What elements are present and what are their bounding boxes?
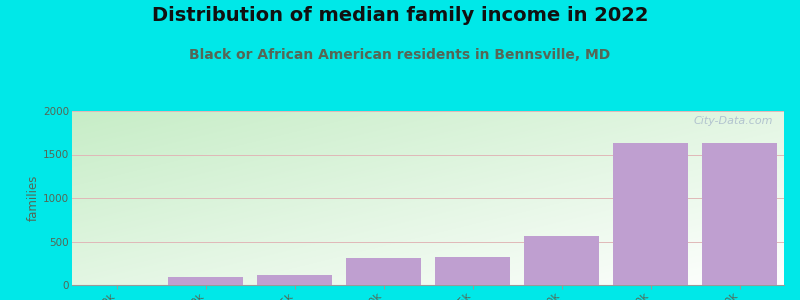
- Text: Distribution of median family income in 2022: Distribution of median family income in …: [152, 6, 648, 25]
- Bar: [346, 259, 422, 285]
- Bar: [434, 257, 510, 285]
- Bar: [257, 275, 332, 285]
- Text: Black or African American residents in Bennsville, MD: Black or African American residents in B…: [190, 48, 610, 62]
- Text: City-Data.com: City-Data.com: [694, 116, 774, 126]
- Bar: [702, 143, 778, 285]
- Bar: [524, 236, 599, 285]
- Bar: [168, 277, 243, 285]
- Y-axis label: families: families: [27, 175, 40, 221]
- Bar: [613, 143, 688, 285]
